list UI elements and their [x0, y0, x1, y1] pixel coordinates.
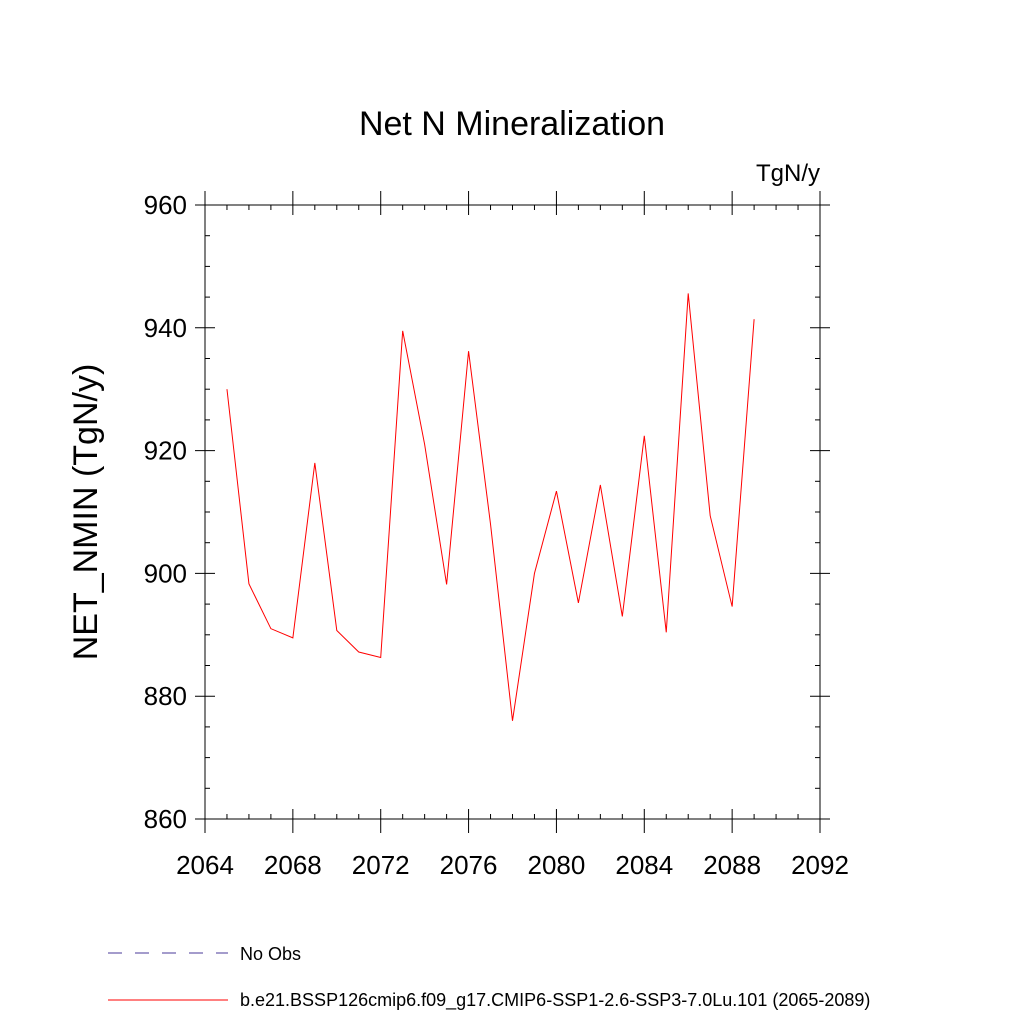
- data-point: [292, 637, 293, 638]
- plot-frame: [204, 204, 821, 820]
- plot-border: [204, 204, 821, 820]
- x-tick-label: 2064: [176, 850, 234, 880]
- data-point: [666, 632, 667, 633]
- data-point: [468, 351, 469, 352]
- data-point: [534, 573, 535, 574]
- data-point: [446, 584, 447, 585]
- data-point: [600, 484, 601, 485]
- chart-title: Net N Mineralization: [359, 105, 665, 143]
- data-point: [512, 720, 513, 721]
- legend-label-series: b.e21.BSSP126cmip6.f09_g17.CMIP6-SSP1-2.…: [240, 990, 870, 1011]
- x-tick-label: 2068: [264, 850, 322, 880]
- legend-label-no-obs: No Obs: [240, 944, 301, 964]
- x-tick-label: 2080: [528, 850, 586, 880]
- data-point: [402, 330, 403, 331]
- data-point: [754, 319, 755, 320]
- y-tick-label: 900: [144, 558, 187, 588]
- x-tick-label: 2088: [703, 850, 761, 880]
- data-point: [622, 616, 623, 617]
- data-point: [248, 583, 249, 584]
- data-point: [556, 491, 557, 492]
- y-tick-label: 860: [144, 804, 187, 834]
- x-tick-label: 2092: [791, 850, 849, 880]
- y-tick-label: 880: [144, 681, 187, 711]
- y-axis-ticks: 860 880 900 920 940 960: [144, 190, 830, 834]
- series-line-0: [226, 293, 755, 721]
- data-point: [314, 462, 315, 463]
- y-tick-label: 960: [144, 190, 187, 220]
- data-point: [226, 389, 227, 390]
- data-point: [380, 657, 381, 658]
- y-tick-label: 920: [144, 436, 187, 466]
- x-tick-label: 2076: [440, 850, 498, 880]
- units-label: TgN/y: [756, 160, 820, 187]
- y-tick-label: 940: [144, 313, 187, 343]
- series-layer: [226, 293, 755, 721]
- data-point: [732, 606, 733, 607]
- data-point: [578, 602, 579, 603]
- x-axis-ticks: 2064 2068 2072 2076 2080 2084 2088 2092: [176, 191, 849, 880]
- data-point: [424, 444, 425, 445]
- data-point: [710, 515, 711, 516]
- data-point: [336, 630, 337, 631]
- data-point: [358, 651, 359, 652]
- x-tick-label: 2072: [352, 850, 410, 880]
- legend: No Obs b.e21.BSSP126cmip6.f09_g17.CMIP6-…: [108, 944, 870, 1011]
- data-point: [490, 524, 491, 525]
- data-point: [688, 293, 689, 294]
- data-point: [270, 628, 271, 629]
- y-axis-label: NET_NMIN (TgN/y): [67, 364, 105, 661]
- data-point: [644, 435, 645, 436]
- x-tick-label: 2084: [615, 850, 673, 880]
